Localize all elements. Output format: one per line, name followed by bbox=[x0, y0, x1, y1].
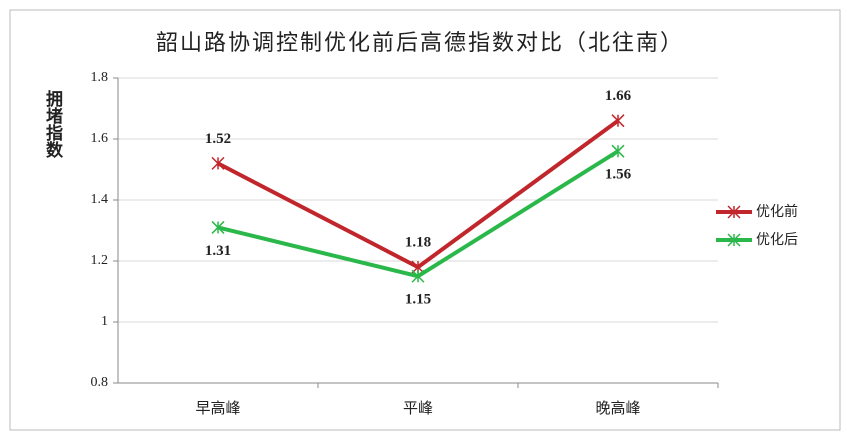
legend-label: 优化后 bbox=[756, 232, 798, 248]
y-axis-title: 拥堵指数 bbox=[42, 89, 63, 159]
legend-marker bbox=[727, 233, 741, 247]
y-tick-label: 0.8 bbox=[91, 375, 109, 390]
chart-title: 韶山路协调控制优化前后高德指数对比（北往南） bbox=[156, 31, 684, 56]
data-label: 1.56 bbox=[605, 167, 632, 183]
data-label: 1.52 bbox=[205, 131, 231, 147]
y-tick-label: 1.6 bbox=[91, 131, 109, 146]
y-tick-label: 1.2 bbox=[91, 253, 109, 268]
marker bbox=[611, 144, 625, 158]
x-tick-label: 平峰 bbox=[403, 399, 433, 417]
marker bbox=[211, 220, 225, 234]
x-tick-label: 晚高峰 bbox=[595, 399, 640, 417]
marker bbox=[411, 269, 425, 283]
legend-marker bbox=[727, 205, 741, 219]
marker bbox=[211, 156, 225, 170]
x-tick-label: 早高峰 bbox=[195, 399, 240, 417]
data-label: 1.31 bbox=[205, 243, 231, 259]
marker bbox=[611, 114, 625, 128]
data-label: 1.66 bbox=[605, 88, 632, 104]
y-tick-label: 1 bbox=[101, 314, 108, 329]
y-tick-label: 1.4 bbox=[91, 192, 109, 207]
legend-label: 优化前 bbox=[756, 203, 798, 220]
data-label: 1.15 bbox=[405, 292, 431, 308]
y-tick-label: 1.8 bbox=[91, 70, 109, 85]
data-label: 1.18 bbox=[405, 235, 431, 251]
chart-frame bbox=[9, 9, 841, 431]
